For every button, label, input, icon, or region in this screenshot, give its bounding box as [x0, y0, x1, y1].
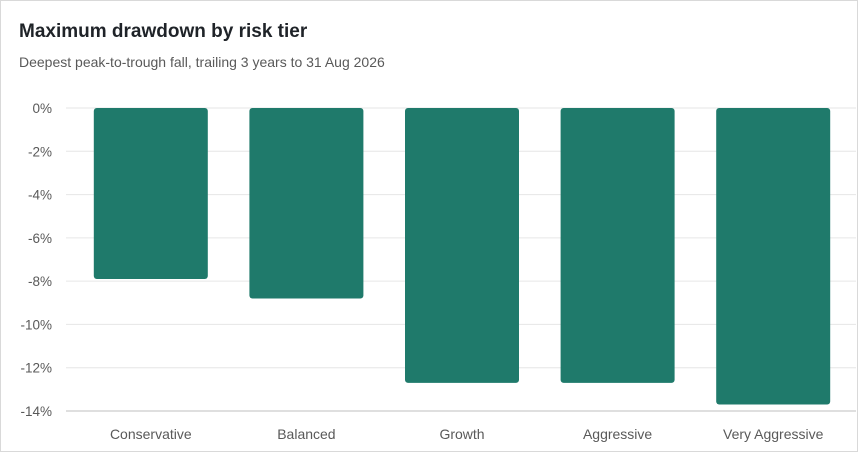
bar-very-aggressive [716, 108, 831, 405]
y-tick-label: -2% [28, 144, 52, 159]
x-tick-label: Conservative [110, 426, 192, 442]
bar-conservative [93, 108, 208, 279]
bar-balanced [249, 108, 364, 299]
bar-aggressive [560, 108, 675, 383]
y-tick-label: -6% [28, 231, 52, 246]
y-tick-label: -4% [28, 188, 52, 203]
y-tick-label: 0% [32, 101, 52, 116]
x-tick-label: Balanced [277, 426, 335, 442]
x-tick-label: Aggressive [583, 426, 652, 442]
bar-growth [405, 108, 519, 383]
y-tick-label: -14% [20, 404, 52, 419]
x-tick-label: Growth [439, 426, 484, 442]
y-tick-label: -12% [20, 361, 52, 376]
y-axis: 0% -2% -4% -6% -8% -10% -12% -14% [20, 101, 52, 419]
y-tick-label: -10% [20, 317, 52, 332]
y-tick-label: -8% [28, 274, 52, 289]
bars [93, 108, 831, 405]
x-axis: Conservative Balanced Growth Aggressive Very… [110, 426, 824, 442]
chart-subtitle: Deepest peak-to-trough fall, trailing 3 … [19, 54, 385, 70]
chart-title: Maximum drawdown by risk tier [19, 21, 308, 42]
x-tick-label: Very Aggressive [723, 426, 824, 442]
